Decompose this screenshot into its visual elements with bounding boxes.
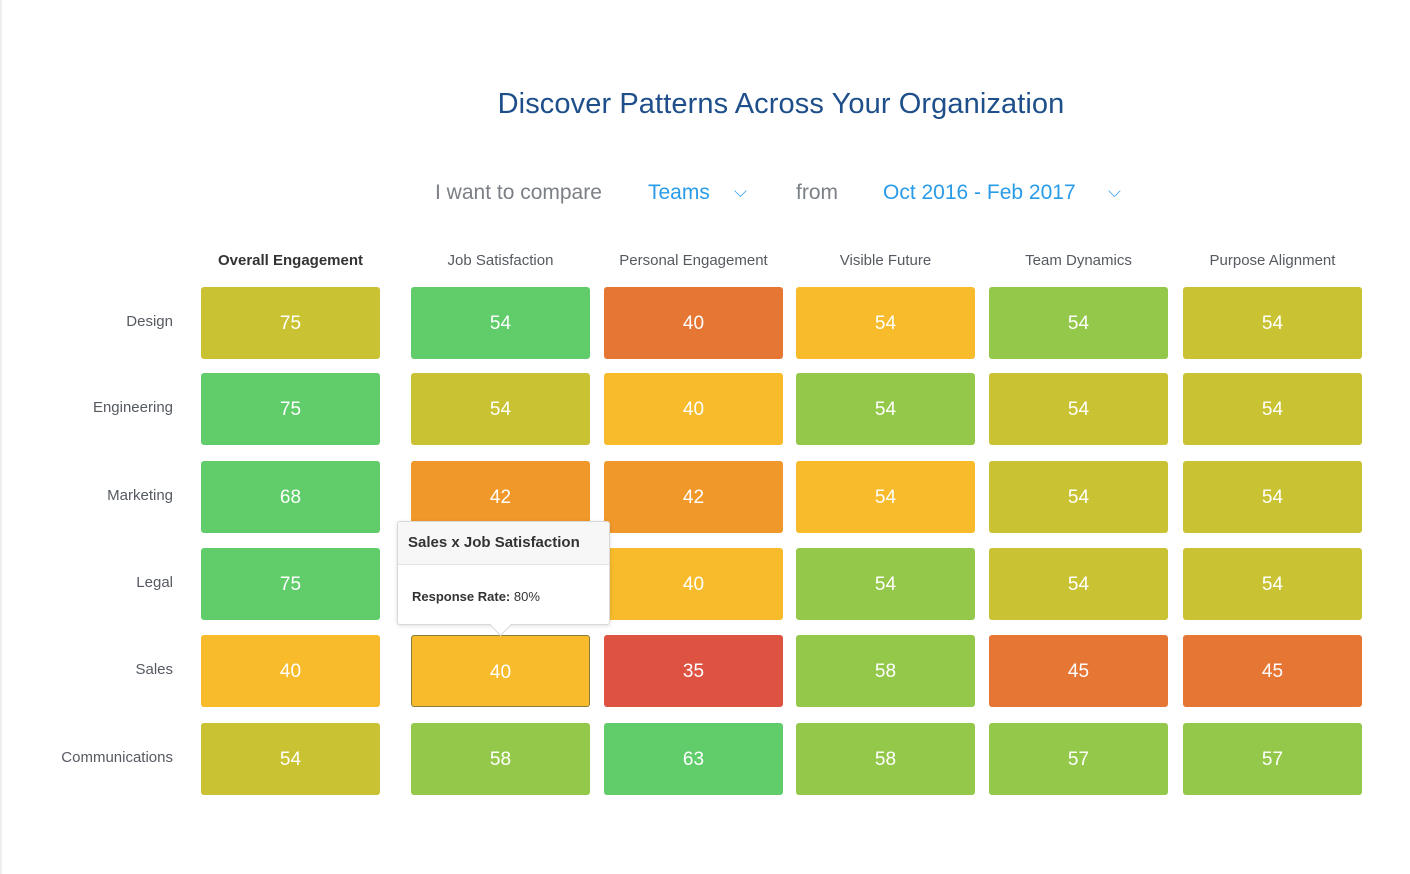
row-label: Communications bbox=[61, 749, 173, 766]
date-range-label: Oct 2016 - Feb 2017 bbox=[883, 181, 1076, 204]
heatmap-cell[interactable]: 45 bbox=[989, 635, 1168, 707]
heatmap-cell[interactable]: 54 bbox=[796, 548, 975, 620]
heatmap-cell[interactable]: 42 bbox=[604, 461, 783, 533]
heatmap-cell[interactable]: 40 bbox=[411, 635, 590, 707]
tooltip-label: Response Rate: bbox=[412, 589, 511, 604]
heatmap-cell[interactable]: 58 bbox=[796, 723, 975, 795]
date-range-dropdown[interactable]: Oct 2016 - Feb 2017 bbox=[883, 178, 1076, 208]
group-dropdown-label: Teams bbox=[648, 181, 710, 204]
heatmap-cell[interactable]: 54 bbox=[989, 287, 1168, 359]
tooltip-value: 80% bbox=[513, 589, 540, 604]
tooltip-title: Sales x Job Satisfaction bbox=[398, 522, 609, 565]
heatmap-cell[interactable]: 40 bbox=[604, 287, 783, 359]
compare-prefix-label: I want to compare bbox=[435, 181, 602, 204]
heatmap-cell[interactable]: 54 bbox=[989, 373, 1168, 445]
tooltip-body: Response Rate: 80% bbox=[398, 565, 609, 604]
group-dropdown[interactable]: Teams bbox=[648, 178, 710, 208]
chevron-down-icon[interactable]: ⌵ bbox=[1108, 182, 1121, 201]
heatmap-cell[interactable]: 54 bbox=[989, 461, 1168, 533]
column-header: Visible Future bbox=[839, 252, 932, 269]
heatmap-cell[interactable]: 54 bbox=[411, 287, 590, 359]
frame-edge bbox=[0, 0, 2, 874]
heatmap-cell[interactable]: 40 bbox=[604, 548, 783, 620]
column-header: Team Dynamics bbox=[1025, 252, 1132, 269]
heatmap-cell[interactable]: 57 bbox=[989, 723, 1168, 795]
heatmap-cell[interactable]: 68 bbox=[201, 461, 380, 533]
heatmap-cell[interactable]: 57 bbox=[1183, 723, 1362, 795]
heatmap-cell[interactable]: 54 bbox=[1183, 373, 1362, 445]
heatmap-cell[interactable]: 75 bbox=[201, 548, 380, 620]
compare-controls: I want to compare Teams ⌵ from Oct 2016 … bbox=[0, 178, 1410, 210]
heatmap-cell[interactable]: 54 bbox=[796, 287, 975, 359]
tooltip-arrow bbox=[489, 614, 512, 637]
heatmap-cell[interactable]: 54 bbox=[201, 723, 380, 795]
heatmap-cell[interactable]: 58 bbox=[411, 723, 590, 795]
column-header: Personal Engagement bbox=[619, 252, 768, 269]
chevron-down-icon[interactable]: ⌵ bbox=[734, 182, 747, 201]
heatmap-cell[interactable]: 54 bbox=[1183, 287, 1362, 359]
cell-tooltip: Sales x Job Satisfaction Response Rate: … bbox=[397, 521, 610, 637]
heatmap-cell[interactable]: 63 bbox=[604, 723, 783, 795]
heatmap-cell[interactable]: 75 bbox=[201, 373, 380, 445]
compare-from-label: from bbox=[796, 181, 838, 204]
heatmap-cell[interactable]: 54 bbox=[989, 548, 1168, 620]
column-header: Overall Engagement bbox=[217, 252, 364, 269]
row-label: Sales bbox=[135, 661, 173, 678]
page-title: Discover Patterns Across Your Organizati… bbox=[497, 88, 1065, 120]
row-label: Engineering bbox=[92, 399, 173, 416]
row-label: Design bbox=[126, 313, 173, 330]
heatmap-cell[interactable]: 54 bbox=[796, 461, 975, 533]
heatmap-cell[interactable]: 45 bbox=[1183, 635, 1362, 707]
heatmap-cell[interactable]: 54 bbox=[1183, 548, 1362, 620]
heatmap-cell[interactable]: 40 bbox=[604, 373, 783, 445]
row-label: Marketing bbox=[107, 487, 173, 504]
heatmap-cell[interactable]: 35 bbox=[604, 635, 783, 707]
column-header: Job Satisfaction bbox=[447, 252, 554, 269]
heatmap-cell[interactable]: 54 bbox=[411, 373, 590, 445]
heatmap-cell[interactable]: 54 bbox=[1183, 461, 1362, 533]
heatmap-cell[interactable]: 54 bbox=[796, 373, 975, 445]
heatmap-cell[interactable]: 75 bbox=[201, 287, 380, 359]
heatmap-cell[interactable]: 40 bbox=[201, 635, 380, 707]
row-label: Legal bbox=[136, 574, 173, 591]
heatmap-cell[interactable]: 58 bbox=[796, 635, 975, 707]
column-header: Purpose Alignment bbox=[1209, 252, 1336, 269]
